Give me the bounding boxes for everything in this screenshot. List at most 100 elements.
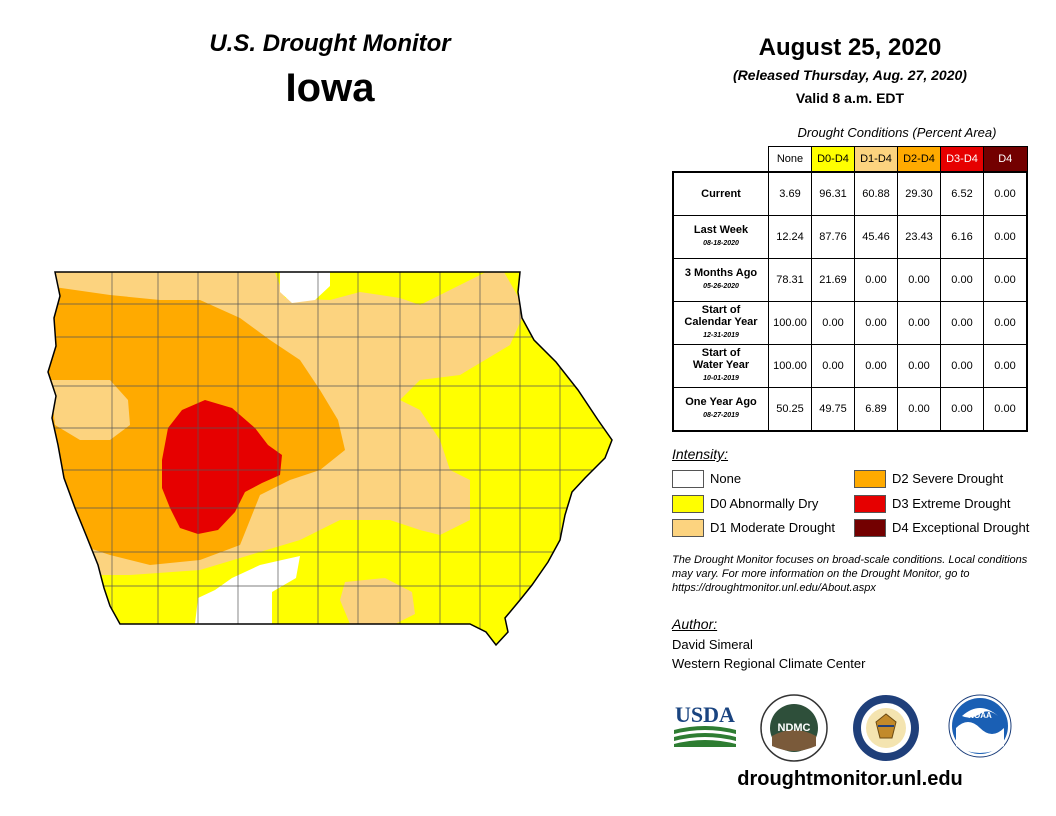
- legend-swatch: [854, 495, 886, 513]
- table-cell: 3.69: [768, 171, 812, 216]
- legend-label: None: [710, 471, 742, 486]
- table-cell: 0.00: [897, 344, 941, 388]
- release-date: (Released Thursday, Aug. 27, 2020): [733, 67, 967, 83]
- table-cell: 0.00: [983, 258, 1028, 302]
- table-cell: 45.46: [854, 215, 898, 259]
- doc-seal-logo: [853, 695, 919, 761]
- table-row: Start of Calendar Year 12-31-2019 100.00 0…: [672, 301, 1028, 345]
- usda-logo: USDA: [674, 702, 736, 747]
- row-label: Start of Calendar Year 12-31-2019: [672, 301, 769, 345]
- d1-south-patch: [340, 578, 415, 624]
- legend-swatch: [672, 470, 704, 488]
- col-header-none: None: [768, 146, 812, 173]
- legend-swatch: [854, 519, 886, 537]
- svg-text:NOAA: NOAA: [968, 711, 992, 720]
- table-cell: 0.00: [940, 301, 984, 345]
- table-cell: 60.88: [854, 171, 898, 216]
- legend-swatch: [854, 470, 886, 488]
- table-cell: 100.00: [768, 344, 812, 388]
- disclaimer-note: The Drought Monitor focuses on broad-sca…: [672, 554, 1028, 594]
- author-title: Author:: [672, 616, 718, 632]
- d3-region: [162, 400, 282, 534]
- noaa-logo: NOAA: [948, 694, 1012, 758]
- row-label: One Year Ago 08-27-2019: [672, 387, 769, 432]
- table-cell: 0.00: [940, 387, 984, 432]
- table-cell: 6.89: [854, 387, 898, 432]
- county-boundaries: [48, 272, 612, 645]
- legend-swatch: [672, 495, 704, 513]
- table-header-row: None D0-D4 D1-D4 D2-D4 D3-D4 D4: [673, 146, 1028, 173]
- table-row: Last Week 08-18-2020 12.24 87.76 45.46 23…: [672, 215, 1028, 259]
- table-cell: 0.00: [983, 171, 1028, 216]
- row-date: 08-27-2019: [703, 412, 739, 419]
- table-row: 3 Months Ago 05-26-2020 78.31 21.69 0.00 …: [672, 258, 1028, 302]
- none-region: [195, 556, 300, 624]
- author-name: David Simeral: [672, 637, 753, 652]
- col-header-d1-d4: D1-D4: [854, 146, 898, 173]
- legend-label: D3 Extreme Drought: [892, 496, 1011, 511]
- legend-label: D2 Severe Drought: [892, 471, 1004, 486]
- legend-swatch: [672, 519, 704, 537]
- table-cell: 0.00: [854, 344, 898, 388]
- table-cell: 0.00: [983, 215, 1028, 259]
- table-cell: 0.00: [940, 258, 984, 302]
- svg-text:NDMC: NDMC: [778, 722, 811, 734]
- col-header-d2-d4: D2-D4: [897, 146, 941, 173]
- table-cell: 0.00: [811, 301, 855, 345]
- table-cell: 0.00: [983, 387, 1028, 432]
- map-date: August 25, 2020: [758, 34, 942, 61]
- table-cell: 0.00: [940, 344, 984, 388]
- table-cell: 0.00: [983, 301, 1028, 345]
- state-outline: [47, 271, 613, 647]
- table-cell: 6.16: [940, 215, 984, 259]
- table-row: One Year Ago 08-27-2019 50.25 49.75 6.89 …: [672, 387, 1028, 432]
- svg-text:USDA: USDA: [675, 702, 735, 727]
- row-date: 12-31-2019: [703, 332, 739, 339]
- table-cell: 0.00: [854, 258, 898, 302]
- table-cell: 78.31: [768, 258, 812, 302]
- table-cell: 6.52: [940, 171, 984, 216]
- none-north-patch: [280, 272, 330, 303]
- table-cell: 87.76: [811, 215, 855, 259]
- col-header-d0-d4: D0-D4: [811, 146, 855, 173]
- table-cell: 100.00: [768, 301, 812, 345]
- table-caption: Drought Conditions (Percent Area): [797, 125, 997, 140]
- ndmc-logo: NDMC: [760, 694, 828, 762]
- website-link[interactable]: droughtmonitor.unl.edu: [737, 768, 963, 790]
- table-row: Current 3.69 96.31 60.88 29.30 6.52 0.00: [672, 171, 1028, 216]
- table-cell: 49.75: [811, 387, 855, 432]
- legend-label: D1 Moderate Drought: [710, 520, 836, 535]
- table-cell: 0.00: [811, 344, 855, 388]
- row-label: Current: [672, 171, 769, 216]
- valid-time: Valid 8 a.m. EDT: [795, 90, 905, 106]
- row-label: 3 Months Ago 05-26-2020: [672, 258, 769, 302]
- table-cell: 21.69: [811, 258, 855, 302]
- table-cell: 0.00: [897, 387, 941, 432]
- table-corner: [673, 147, 769, 173]
- row-date: 10-01-2019: [703, 375, 739, 382]
- col-header-d4: D4: [983, 146, 1028, 173]
- table-cell: 0.00: [854, 301, 898, 345]
- row-label: Start of Water Year 10-01-2019: [672, 344, 769, 388]
- table-cell: 23.43: [897, 215, 941, 259]
- monitor-title: U.S. Drought Monitor: [209, 30, 451, 57]
- table-cell: 12.24: [768, 215, 812, 259]
- col-header-d3-d4: D3-D4: [940, 146, 984, 173]
- table-row: Start of Water Year 10-01-2019 100.00 0.00…: [672, 344, 1028, 388]
- table-cell: 29.30: [897, 171, 941, 216]
- table-cell: 0.00: [897, 258, 941, 302]
- row-label: Last Week 08-18-2020: [672, 215, 769, 259]
- legend-label: D4 Exceptional Drought: [892, 520, 1030, 535]
- author-org: Western Regional Climate Center: [672, 656, 866, 671]
- conditions-table: None D0-D4 D1-D4 D2-D4 D3-D4 D4 Current …: [672, 146, 1028, 432]
- row-date: 08-18-2020: [703, 240, 739, 247]
- d1-west-notch: [50, 380, 130, 440]
- table-cell: 96.31: [811, 171, 855, 216]
- legend-title: Intensity:: [672, 446, 729, 462]
- table-cell: 50.25: [768, 387, 812, 432]
- iowa-drought-map: [47, 271, 613, 647]
- row-date: 05-26-2020: [703, 283, 739, 290]
- table-cell: 0.00: [897, 301, 941, 345]
- legend-label: D0 Abnormally Dry: [710, 496, 819, 511]
- table-cell: 0.00: [983, 344, 1028, 388]
